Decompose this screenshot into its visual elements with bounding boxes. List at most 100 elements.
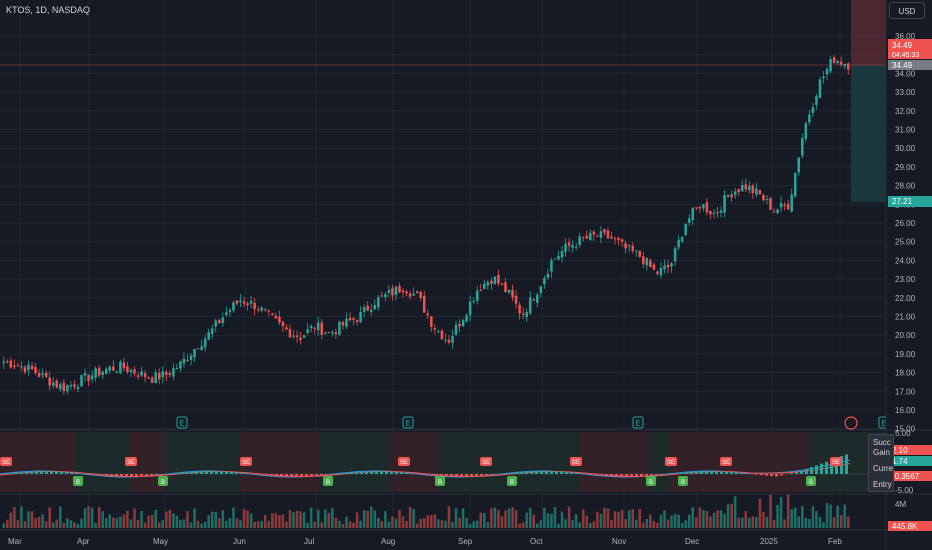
candle [695,207,698,209]
indicator-value-neg [888,471,932,481]
earnings-marker[interactable] [176,416,188,429]
volume-bar [776,504,779,528]
volume-bar [652,521,656,528]
volume-bar [808,518,811,528]
histogram-bar [465,474,468,477]
histogram-bar [770,474,773,477]
buy-signal[interactable] [435,476,445,486]
histogram-bar [55,471,58,474]
buy-signal[interactable] [678,476,688,486]
sell-signal[interactable] [720,457,732,466]
sell-signal[interactable] [398,457,410,466]
candle [539,286,543,293]
sell-signal[interactable] [0,457,12,466]
volume-bar [673,513,677,528]
volume-bar [115,518,119,528]
volume-bar [634,519,638,528]
histogram-bar [185,472,188,474]
candle [94,368,97,378]
histogram-bar [795,471,798,474]
earnings-marker[interactable] [402,416,414,429]
volume-bar [680,523,684,528]
volume-bar [437,519,440,528]
sell-signal[interactable] [240,457,252,466]
candle [13,365,16,367]
candle [740,184,744,192]
histogram-bar [490,474,493,476]
volume-bar [97,506,101,528]
candle [712,212,716,214]
candle [815,96,818,106]
candle [136,375,140,377]
histogram-bar [700,471,703,474]
volume-bar [790,509,793,528]
candle [458,323,461,327]
volume-bar [260,521,263,528]
histogram-bar [300,474,303,477]
histogram-bar [495,474,498,475]
histogram-bar [525,471,528,474]
candle [387,289,391,293]
candle [801,138,804,156]
earnings-marker[interactable] [632,416,644,429]
buy-signal[interactable] [158,476,168,486]
volume-bar [73,522,76,528]
volume-bar [461,508,465,528]
histogram-bar [145,474,148,477]
candle [543,277,546,285]
volume-bar [666,519,670,528]
volume-bar [525,512,528,528]
candle [165,372,168,375]
buy-signal[interactable] [646,476,656,486]
histogram-bar [690,471,693,474]
indicator-value-neg-text: -0.3567 [892,472,920,481]
replay-icon[interactable] [844,416,858,430]
volume-bar [468,523,472,528]
histogram-bar [730,472,733,474]
volume-bar [87,506,90,528]
sell-signal[interactable] [125,457,137,466]
candle [634,250,638,252]
candle [59,384,62,390]
volume-bar [818,516,822,528]
volume-value-tag-text: 445.8K [892,522,918,531]
histogram-bar [355,471,358,474]
price-tick: 24.00 [895,256,916,265]
candle [129,369,133,373]
histogram-bar [195,471,198,474]
candle [822,76,825,79]
candle [642,256,645,265]
buy-signal[interactable] [73,476,83,486]
sell-signal[interactable] [480,457,492,466]
histogram-bar [650,474,653,476]
buy-signal[interactable] [323,476,333,486]
sell-signal[interactable] [665,457,677,466]
indicator-band [165,432,240,492]
candle [790,194,793,212]
buy-signal[interactable] [507,476,517,486]
popup-line-4: Entry [873,480,892,489]
volume-bar [497,509,500,528]
volume-bar [779,497,783,528]
volume-bar [415,523,419,528]
volume-bar [719,510,723,528]
candle [51,382,55,386]
candle [377,297,380,308]
popup-line-2: Gain [873,448,890,457]
buy-signal[interactable] [806,476,816,486]
histogram-bar [460,474,463,477]
volume-bar [161,519,165,528]
candle [143,373,147,378]
volume-bar [447,506,451,528]
volume-bar [733,496,737,528]
volume-bar [196,520,200,528]
histogram-bar [435,474,438,476]
histogram-bar [340,473,343,474]
sell-signal[interactable] [570,457,582,466]
sell-signal[interactable] [830,457,842,466]
currency-button[interactable]: USD [889,2,925,19]
candle [76,386,80,390]
volume-bar [150,515,154,528]
candle [553,258,557,260]
